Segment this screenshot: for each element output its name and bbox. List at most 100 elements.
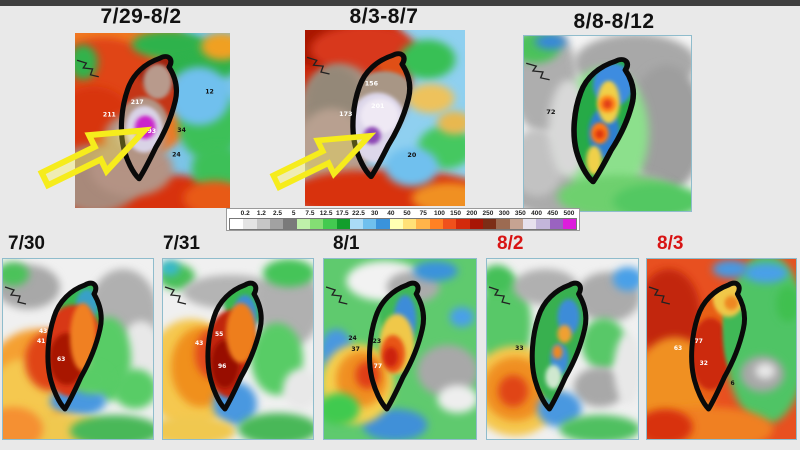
colorbar-segment <box>283 219 297 229</box>
station-value: 211 <box>103 112 116 119</box>
station-value: 24 <box>172 152 181 159</box>
colorbar-tick-label: 1.2 <box>256 210 266 217</box>
colorbar-tick-label: 0.2 <box>240 210 250 217</box>
colorbar-segment <box>416 219 430 229</box>
precip-map-81: 24 37 23 77 <box>323 258 477 440</box>
precip-map-731: 43 55 96 <box>162 258 314 440</box>
day-title-730: 7/30 <box>8 233 45 254</box>
station-values: 33 <box>515 345 523 352</box>
map-canvas: 43 55 96 <box>163 259 313 439</box>
taiwan-outline <box>45 280 104 412</box>
colorbar-tick-label: 7.5 <box>305 210 315 217</box>
colorbar-tick-label: 50 <box>403 210 411 217</box>
station-value: 201 <box>371 103 384 110</box>
day-title-83: 8/3 <box>657 233 684 254</box>
station-value: 20 <box>407 152 416 159</box>
precip-map-82: 33 <box>486 258 639 440</box>
taiwan-outline <box>205 280 264 412</box>
colorbar-tick-label: 250 <box>482 210 494 217</box>
station-value: 72 <box>546 109 555 116</box>
colorbar-segment <box>349 219 364 229</box>
island-precip-field <box>47 283 102 397</box>
day-title-82: 8/2 <box>497 233 524 254</box>
colorbar-segment <box>363 219 377 229</box>
colorbar-segment <box>309 219 324 229</box>
colorbar-tick-label: 2.5 <box>273 210 283 217</box>
day-title-81: 8/1 <box>333 233 360 254</box>
colorbar-segment <box>536 219 550 229</box>
station-value: 173 <box>339 111 352 118</box>
map-title-88-812: 8/8-8/12 <box>573 10 655 33</box>
colorbar-tick-label: 300 <box>498 210 510 217</box>
taiwan-outline <box>571 57 637 185</box>
colorbar-tick-label: 12.5 <box>319 210 333 217</box>
colorbar-tick-label: 17.5 <box>335 210 349 217</box>
colorbar-segment <box>549 219 563 229</box>
colorbar-segment <box>496 219 510 229</box>
colorbar-tick-label: 150 <box>450 210 462 217</box>
colorbar-segment <box>443 219 457 229</box>
map-canvas: 211 217 393 34 24 12 <box>75 33 230 208</box>
station-value: 393 <box>143 128 156 135</box>
precip-map-83: 77 63 32 6 <box>646 258 797 440</box>
station-value: 96 <box>218 363 226 370</box>
china-coastline <box>164 286 187 305</box>
station-value: 156 <box>365 81 378 88</box>
colorbar-tick-label: 75 <box>419 210 427 217</box>
china-coastline <box>76 59 99 78</box>
china-coastline <box>4 286 27 305</box>
top-edge-bar <box>0 0 800 6</box>
colorbar-segment <box>429 219 443 229</box>
station-values: 77 63 32 6 <box>674 338 735 387</box>
map-title-729-82: 7/29-8/2 <box>100 5 182 28</box>
colorbar-segment <box>469 219 483 229</box>
colorbar-tick-label: 200 <box>466 210 478 217</box>
station-value: 77 <box>374 363 382 370</box>
precip-colorbar: 0.2 1.2 2.5 5 7.5 12.5 17.5 22.5 30 40 50 75 100 150 2… <box>226 208 580 231</box>
taiwan-outline <box>350 51 413 180</box>
ocean-precip-field <box>487 265 638 439</box>
station-value: 63 <box>674 345 682 352</box>
station-value: 37 <box>351 346 359 353</box>
colorbar-segment <box>522 219 537 229</box>
colorbar-labels: 0.2 1.2 2.5 5 7.5 12.5 17.5 22.5 30 40 50 75 100 150 2… <box>229 209 577 218</box>
station-value: 6 <box>730 380 734 387</box>
colorbar-scale <box>229 218 577 230</box>
map-canvas: 24 37 23 77 <box>324 259 476 439</box>
station-value: 43 <box>195 340 203 347</box>
colorbar-segment <box>336 219 350 229</box>
colorbar-segment <box>482 219 497 229</box>
china-coastline <box>488 286 511 305</box>
map-canvas: 77 63 32 6 <box>647 259 796 439</box>
station-value: 32 <box>700 360 708 367</box>
station-values: 72 <box>546 109 555 116</box>
colorbar-segment <box>403 219 417 229</box>
precip-map-88-812: 72 <box>523 35 692 212</box>
island-precip-field <box>207 283 262 398</box>
station-value: 41 <box>37 338 45 345</box>
station-value: 33 <box>515 345 523 352</box>
colorbar-segment <box>389 219 404 229</box>
colorbar-segment <box>376 219 390 229</box>
station-values: 156 173 201 20 <box>339 81 416 159</box>
precip-map-83-87: 156 173 201 20 <box>305 30 465 206</box>
colorbar-tick-label: 22.5 <box>352 210 365 217</box>
map-canvas: 156 173 201 20 <box>305 30 465 206</box>
colorbar-segment <box>562 219 577 229</box>
station-value: 217 <box>131 99 144 106</box>
map-canvas: 72 <box>524 36 691 211</box>
china-coastline <box>325 286 348 305</box>
china-coastline <box>648 286 671 305</box>
station-value: 12 <box>205 88 214 95</box>
station-value: 24 <box>348 335 356 342</box>
colorbar-segment <box>230 219 244 229</box>
station-values: 43 55 96 <box>195 331 226 370</box>
colorbar-tick-label: 100 <box>433 210 445 217</box>
station-values: 43 41 63 <box>37 328 65 363</box>
colorbar-tick-label: 5 <box>291 210 296 217</box>
colorbar-segment <box>296 219 310 229</box>
colorbar-segment <box>269 219 284 229</box>
precip-map-730: 43 41 63 <box>2 258 154 440</box>
colorbar-tick-label: 40 <box>387 210 395 217</box>
map-canvas: 43 41 63 <box>3 259 153 439</box>
